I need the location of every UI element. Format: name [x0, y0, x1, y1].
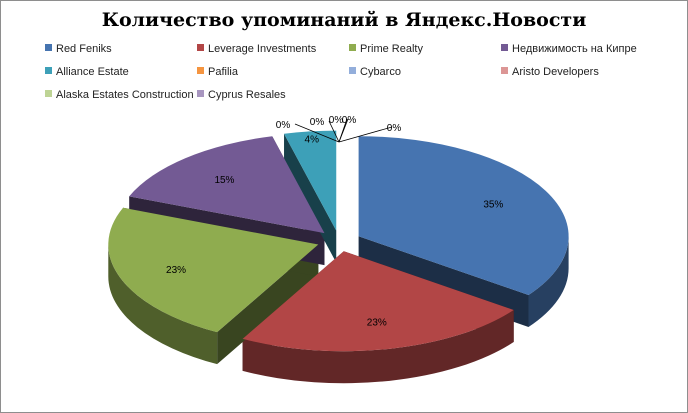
legend-label-pafilia: Pafilia [208, 66, 238, 78]
data-label-cyprus-resales: 0% [387, 123, 402, 134]
data-label-leverage-investments: 23% [367, 317, 387, 328]
pie-rim-red-feniks [528, 236, 569, 328]
legend-item-alliance-estate: Alliance Estate [45, 66, 129, 79]
legend-swatch-pafilia [197, 67, 204, 74]
pie-wall-alliance-estate-0 [284, 133, 337, 263]
legend-label-nedvizhimost-na-kipre: Недвижимость на Кипре [512, 43, 637, 55]
legend-label-alaska-estates-construction: Alaska Estates Construction [56, 89, 194, 101]
legend-item-alaska-estates-construction: Alaska Estates Construction [45, 89, 194, 102]
legend-swatch-nedvizhimost-na-kipre [501, 44, 508, 51]
legend-item-pafilia: Pafilia [197, 66, 238, 79]
data-label-prime-realty: 23% [166, 265, 186, 276]
pie-slice-leverage-investments [242, 251, 514, 352]
data-label-red-feniks: 35% [483, 200, 503, 211]
legend-swatch-leverage-investments [197, 44, 204, 51]
legend-item-leverage-investments: Leverage Investments [197, 43, 316, 56]
data-label-slice: 15% [214, 175, 234, 186]
legend-swatch-alliance-estate [45, 67, 52, 74]
legend-swatch-alaska-estates-construction [45, 90, 52, 97]
data-label-alliance-estate: 4% [305, 134, 320, 145]
legend-item-cyprus-resales: Cyprus Resales [197, 89, 286, 102]
legend-label-cybarco: Cybarco [360, 66, 401, 78]
pie-slice-prime-realty [108, 207, 319, 333]
legend-label-cyprus-resales: Cyprus Resales [208, 89, 286, 101]
legend-label-alliance-estate: Alliance Estate [56, 66, 129, 78]
legend-item-aristo-developers: Aristo Developers [501, 66, 599, 79]
data-label-pafilia: 0% [276, 120, 291, 131]
legend-label-red-feniks: Red Feniks [56, 43, 112, 55]
legend-swatch-prime-realty [349, 44, 356, 51]
pie-rim-leverage-investments [242, 310, 514, 384]
chart-title: Количество упоминаний в Яндекс.Новости [101, 9, 587, 31]
legend-item-red-feniks: Red Feniks [45, 43, 112, 56]
legend-label-leverage-investments: Leverage Investments [208, 43, 317, 55]
legend-swatch-aristo-developers [501, 67, 508, 74]
pie-rim-prime-realty [108, 244, 218, 365]
pie-slice-alliance-estate [284, 130, 337, 231]
pie-tops [108, 130, 569, 352]
legend-label-prime-realty: Prime Realty [360, 43, 423, 55]
pie-slice-slice [129, 136, 325, 234]
leader-line-cybarco [328, 120, 340, 143]
pie-slice-red-feniks [358, 136, 569, 296]
leader-line-pafilia [294, 123, 340, 143]
data-label-alaska-estates-construction: 0% [342, 115, 357, 126]
leader-line-alaska-estates-construction [338, 118, 348, 143]
legend-item-prime-realty: Prime Realty [349, 43, 423, 56]
leader-line-cyprus-resales [338, 126, 393, 143]
legend-label-aristo-developers: Aristo Developers [512, 66, 599, 78]
legend-item-cybarco: Cybarco [349, 66, 401, 79]
data-label-aristo-developers: 0% [329, 115, 344, 126]
legend-swatch-red-feniks [45, 44, 52, 51]
legend-swatch-cybarco [349, 67, 356, 74]
data-label-cybarco: 0% [310, 117, 325, 128]
pie-wall-prime-realty-0 [217, 244, 319, 365]
legend-item-nedvizhimost-na-kipre: Недвижимость на Кипре [501, 43, 637, 56]
pie-labels: 35%23%23%15%4%0% 0% 0%0%0% [166, 115, 503, 328]
legend-swatch-cyprus-resales [197, 90, 204, 97]
